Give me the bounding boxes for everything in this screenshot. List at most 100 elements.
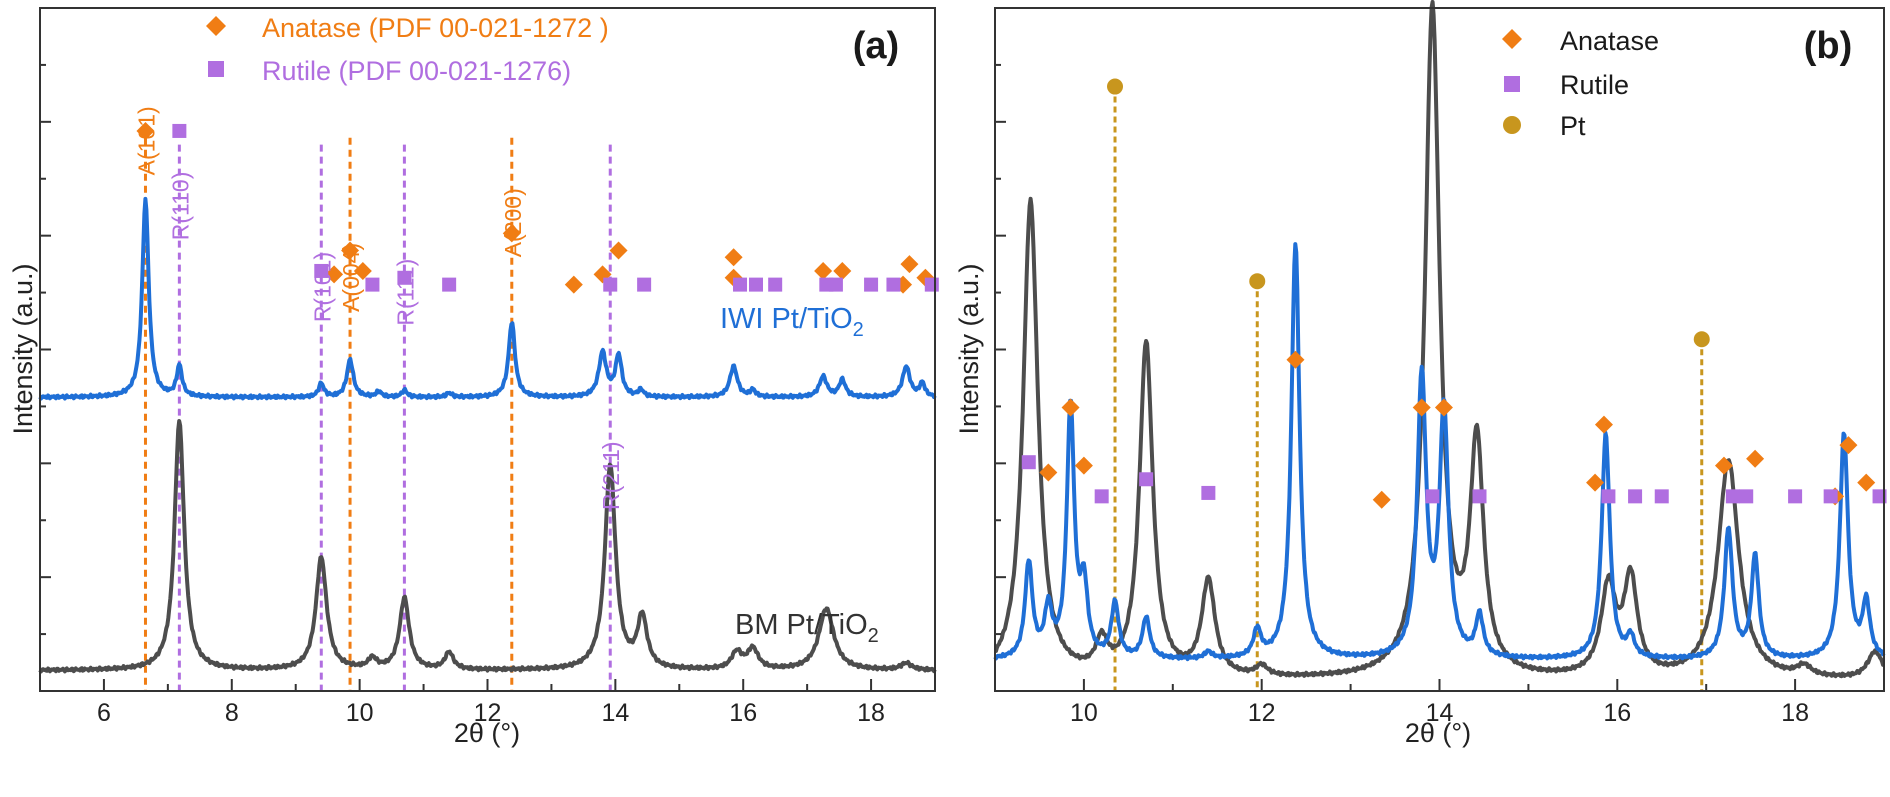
reflection-label-a200: A(200) [500, 188, 526, 257]
anatase-marker [1434, 398, 1453, 417]
rutile-marker [828, 277, 843, 292]
anatase-marker [325, 265, 344, 284]
rutile-marker [1654, 489, 1669, 504]
anatase-marker [1746, 449, 1765, 468]
reflection-label-a004: A(004) [338, 243, 364, 312]
rutile-marker [365, 277, 380, 292]
series-line-iwi-pt-tio2 [993, 242, 1886, 662]
anatase-marker [724, 248, 743, 267]
panel-a-curves [38, 196, 937, 674]
pt-marker [1693, 331, 1710, 348]
rutile-marker [1601, 489, 1616, 504]
series-line-bm-pt-tio2 [38, 419, 937, 674]
series-label-iwi: IWI Pt/TiO2 [720, 303, 864, 341]
anatase-marker [1372, 490, 1391, 509]
rutile-marker [886, 277, 901, 292]
rutile-marker [1823, 489, 1838, 504]
rutile-marker [749, 277, 763, 292]
anatase-marker [1412, 398, 1431, 417]
x-tick-label: 16 [729, 699, 757, 727]
rutile-marker [1788, 489, 1803, 504]
rutile-marker [603, 277, 618, 292]
panel-b-curves [993, 0, 1886, 679]
rutile-marker [1725, 489, 1740, 504]
legend-rutile-label: Rutile (PDF 00-021-1276) [262, 56, 571, 86]
legend-rutile-marker [208, 61, 224, 77]
anatase-marker [1594, 415, 1613, 434]
x-tick-label: 18 [1781, 699, 1809, 727]
x-tick-label: 10 [1070, 699, 1098, 727]
rutile-marker [1201, 485, 1216, 500]
panel-a-reflection-labels: A(101) R(110) R(101) A(004) R(111) A(200) R(21… [133, 106, 624, 510]
series-line-bm-pt-tio2 [994, 0, 1885, 679]
anatase-marker [1039, 463, 1058, 482]
anatase-marker [1839, 436, 1858, 455]
panel-b-ticks: 10 12 14 16 18 [994, 63, 1885, 727]
panel-a: A(101) R(110) R(101) A(004) R(111) A(200) R(21… [8, 7, 939, 748]
anatase-marker [502, 224, 521, 243]
panel-b-y-axis-title: Intensity (a.u.) [954, 263, 984, 434]
anatase-marker [136, 121, 155, 140]
rutile-marker [864, 277, 879, 292]
x-tick-label: 18 [857, 699, 885, 727]
pt-marker [1249, 273, 1266, 290]
x-tick-label: 8 [225, 699, 239, 727]
series-label-bm: BM Pt/TiO2 [735, 609, 879, 647]
anatase-marker [1061, 398, 1080, 417]
x-tick-label: 14 [601, 699, 629, 727]
anatase-marker [564, 275, 583, 294]
reflection-label-r110: R(110) [167, 172, 193, 241]
x-tick-label: 10 [346, 699, 374, 727]
panel-a-y-axis-title: Intensity (a.u.) [8, 263, 38, 434]
rutile-marker [1094, 489, 1109, 504]
panel-b-label: (b) [1804, 25, 1853, 67]
anatase-marker [900, 255, 919, 274]
panel-a-legend: Anatase (PDF 00-021-1272 ) Rutile (PDF 0… [206, 13, 609, 86]
anatase-marker [1714, 456, 1733, 475]
reflection-label-a101: A(101) [133, 106, 159, 175]
rutile-marker [1628, 489, 1643, 504]
x-tick-label: 6 [97, 699, 111, 727]
anatase-marker [609, 241, 628, 260]
anatase-marker [833, 261, 852, 280]
panel-a-frame [39, 7, 936, 692]
legend-rutile-label: Rutile [1560, 70, 1629, 100]
legend-pt-label: Pt [1560, 111, 1586, 141]
rutile-marker [924, 277, 939, 292]
rutile-marker [442, 277, 457, 292]
panel-b: 10 12 14 16 18 (b) Anatase Rutile Pt 2θ (°) … [954, 0, 1887, 748]
rutile-marker [172, 123, 187, 138]
panel-a-reference-lines [143, 137, 612, 691]
rutile-marker [733, 277, 748, 292]
x-tick-label: 12 [1248, 699, 1276, 727]
rutile-marker [397, 270, 412, 285]
anatase-marker [1286, 350, 1305, 369]
reflection-label-r211: R(211) [598, 441, 624, 510]
x-tick-label: 16 [1603, 699, 1631, 727]
panel-a-x-axis-title: 2θ (°) [454, 718, 520, 748]
x-tick-label: 12 [474, 699, 502, 727]
rutile-marker [1139, 472, 1154, 487]
anatase-marker [1074, 456, 1093, 475]
anatase-marker [353, 261, 372, 280]
panel-b-frame [994, 7, 1885, 692]
pt-marker [1107, 78, 1124, 95]
panel-b-x-axis-title: 2θ (°) [1405, 718, 1471, 748]
legend-anatase-marker [1502, 29, 1522, 49]
rutile-marker [314, 263, 329, 278]
panel-a-ticks: 6 8 10 12 14 16 18 [39, 63, 936, 727]
panel-b-legend: Anatase Rutile Pt [1502, 26, 1659, 141]
series-line-iwi-pt-tio2 [38, 196, 937, 401]
rutile-marker [768, 277, 783, 292]
reflection-label-r111: R(111) [392, 259, 418, 326]
legend-pt-marker [1503, 116, 1521, 134]
rutile-marker [1425, 489, 1440, 504]
panel-a-label: (a) [853, 25, 899, 67]
anatase-marker [814, 261, 833, 280]
rutile-marker [1472, 489, 1487, 504]
anatase-marker [341, 241, 360, 260]
panel-a-phase-markers [136, 121, 939, 294]
panel-b-pt-lines [1113, 86, 1704, 691]
x-tick-label: 14 [1426, 699, 1454, 727]
reflection-label-r101: R(101) [309, 252, 335, 322]
